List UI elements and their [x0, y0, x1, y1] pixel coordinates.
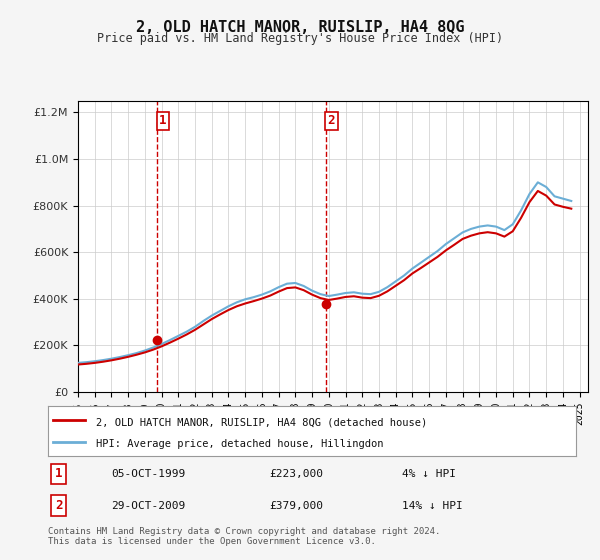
- Text: 2, OLD HATCH MANOR, RUISLIP, HA4 8QG: 2, OLD HATCH MANOR, RUISLIP, HA4 8QG: [136, 20, 464, 35]
- Text: 2: 2: [328, 114, 335, 127]
- Text: 1: 1: [55, 467, 62, 480]
- Text: £223,000: £223,000: [270, 469, 324, 479]
- Text: 2, OLD HATCH MANOR, RUISLIP, HA4 8QG (detached house): 2, OLD HATCH MANOR, RUISLIP, HA4 8QG (de…: [95, 417, 427, 427]
- Text: £379,000: £379,000: [270, 501, 324, 511]
- Text: 4% ↓ HPI: 4% ↓ HPI: [402, 469, 456, 479]
- Text: 05-OCT-1999: 05-OCT-1999: [112, 469, 185, 479]
- Text: Price paid vs. HM Land Registry's House Price Index (HPI): Price paid vs. HM Land Registry's House …: [97, 32, 503, 45]
- Text: 29-OCT-2009: 29-OCT-2009: [112, 501, 185, 511]
- Text: 14% ↓ HPI: 14% ↓ HPI: [402, 501, 463, 511]
- Text: Contains HM Land Registry data © Crown copyright and database right 2024.
This d: Contains HM Land Registry data © Crown c…: [48, 526, 440, 546]
- Text: HPI: Average price, detached house, Hillingdon: HPI: Average price, detached house, Hill…: [95, 439, 383, 449]
- Text: 2: 2: [55, 499, 62, 512]
- Text: 1: 1: [159, 114, 167, 127]
